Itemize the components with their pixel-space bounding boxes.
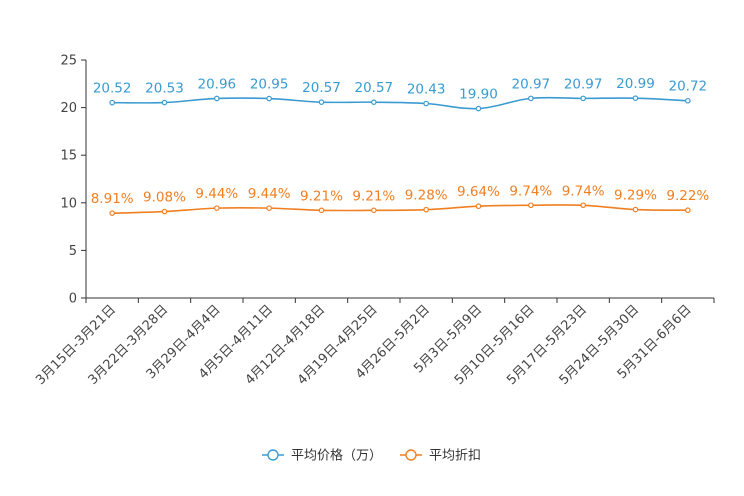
data-label: 20.97 — [512, 76, 551, 92]
data-point — [685, 97, 691, 104]
data-label: 19.90 — [459, 87, 498, 103]
data-label: 20.97 — [564, 76, 603, 92]
data-point — [371, 207, 377, 214]
data-point — [580, 95, 586, 102]
y-tick-label: 10 — [60, 196, 77, 211]
data-point — [371, 99, 377, 105]
series-0: 20.52 20.53 20.96 20.95 20.57 20.57 20.43 19.90… — [93, 76, 708, 112]
data-point — [109, 210, 115, 216]
data-label: 20.72 — [669, 79, 708, 95]
data-label: 9.21% — [300, 188, 343, 204]
data-point — [214, 95, 220, 102]
data-label: 9.64% — [457, 184, 500, 200]
data-label: 9.22% — [666, 188, 709, 204]
data-point — [109, 99, 115, 106]
data-label: 9.21% — [352, 188, 395, 204]
data-label: 8.91% — [91, 191, 134, 207]
data-point — [318, 207, 325, 214]
data-point — [632, 206, 639, 213]
data-label: 9.44% — [195, 186, 238, 202]
legend-marker — [267, 449, 279, 461]
y-tick-label: 20 — [60, 101, 77, 116]
data-label: 20.53 — [145, 81, 184, 97]
legend-marker — [405, 449, 417, 461]
y-tick-label: 0 — [69, 292, 77, 307]
series-line — [112, 204, 688, 214]
data-label: 9.28% — [405, 188, 448, 204]
data-point — [423, 100, 429, 107]
data-label: 9.29% — [614, 188, 657, 204]
y-tick-label: 25 — [60, 54, 77, 69]
data-point — [423, 206, 429, 213]
data-point — [685, 207, 691, 214]
series-line — [112, 96, 688, 110]
data-label: 20.52 — [93, 81, 132, 97]
data-label: 20.43 — [407, 82, 446, 98]
data-point — [318, 99, 325, 105]
data-label: 20.99 — [616, 76, 655, 92]
data-label: 20.96 — [198, 76, 237, 92]
data-label: 9.74% — [509, 183, 552, 199]
data-point — [475, 105, 482, 112]
data-point — [266, 95, 272, 102]
series-1: 8.91% 9.08% 9.44% 9.44% 9.21% 9.21% 9.28% 9.64%… — [91, 183, 709, 216]
data-point — [528, 202, 534, 209]
data-point — [161, 208, 168, 215]
data-point — [528, 95, 534, 102]
data-label: 9.08% — [143, 190, 186, 206]
data-point — [632, 95, 639, 101]
legend: 平均价格（万） 平均折扣 — [262, 448, 481, 464]
data-point — [214, 205, 220, 211]
series-layer: 20.52 20.53 20.96 20.95 20.57 20.57 20.43 19.90… — [91, 76, 709, 216]
data-label: 9.44% — [248, 186, 291, 202]
legend-label: 平均价格（万） — [291, 448, 382, 464]
y-tick-label: 5 — [69, 244, 77, 259]
y-tick-label: 15 — [60, 149, 77, 164]
data-label: 9.74% — [562, 183, 605, 199]
data-label: 20.57 — [355, 80, 394, 96]
legend-item-1: 平均折扣 — [400, 449, 481, 464]
data-label: 20.95 — [250, 77, 289, 93]
data-point — [475, 203, 482, 210]
legend-item-0: 平均价格（万） — [262, 448, 382, 464]
data-point — [161, 99, 168, 106]
legend-label: 平均折扣 — [429, 449, 481, 464]
data-point — [580, 202, 586, 209]
data-label: 20.57 — [302, 80, 341, 96]
data-point — [266, 205, 272, 211]
